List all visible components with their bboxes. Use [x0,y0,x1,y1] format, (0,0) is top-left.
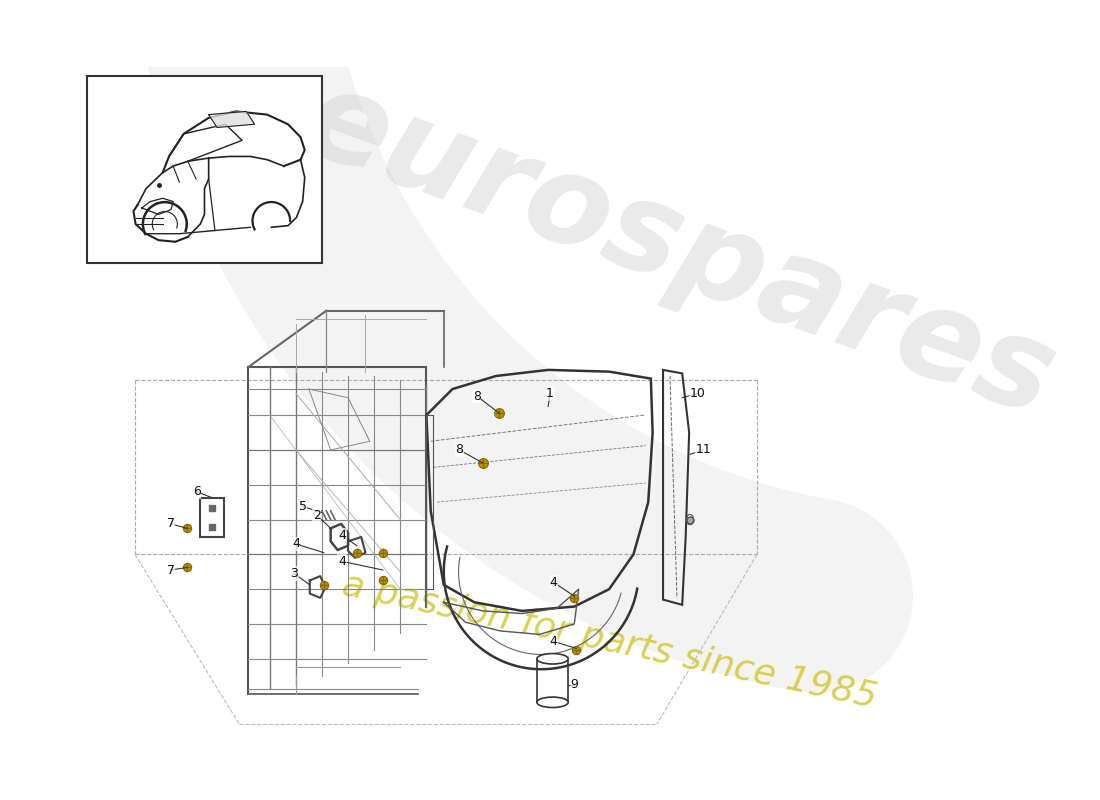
Bar [200,498,224,537]
Text: 4: 4 [550,576,558,589]
Text: 11: 11 [695,443,711,457]
Text: 7: 7 [166,563,175,577]
Ellipse shape [537,654,569,664]
Text: 4: 4 [292,538,300,550]
Text: 4: 4 [338,555,345,568]
Polygon shape [209,111,254,127]
Text: 1: 1 [546,387,554,400]
Text: a passion for parts since 1985: a passion for parts since 1985 [339,568,880,714]
Text: 4: 4 [338,529,345,542]
Text: 5: 5 [299,500,307,513]
Ellipse shape [537,697,569,707]
Bar [87,76,322,263]
Text: 3: 3 [290,567,298,580]
Text: 10: 10 [690,387,706,400]
Text: 9: 9 [571,678,579,691]
Text: eurospares: eurospares [287,58,1070,442]
Text: 7: 7 [166,518,175,530]
Text: 8: 8 [455,443,463,457]
Text: 6: 6 [192,486,200,498]
Text: 2: 2 [312,509,321,522]
Text: 4: 4 [550,635,558,648]
Text: 8: 8 [473,390,481,402]
